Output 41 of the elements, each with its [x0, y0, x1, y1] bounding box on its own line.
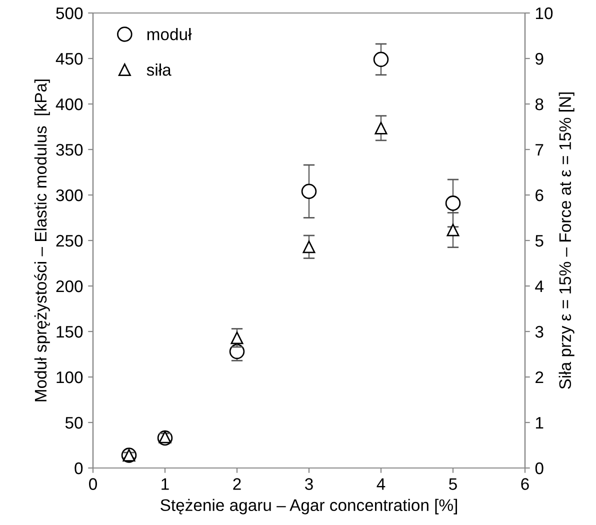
y-axis-title: Moduł sprężystości – Elastic modulus [kPa] [34, 80, 50, 402]
y-tick-label: 100 [56, 371, 83, 384]
x-tick-label: 0 [89, 478, 97, 490]
y-tick-label: 0 [74, 462, 83, 474]
x-tick-label: 2 [233, 478, 241, 490]
y-tick-label: 450 [56, 52, 83, 65]
legend-label: siła [146, 64, 172, 76]
y-tick-label: 150 [56, 326, 83, 338]
x-tick-label: 3 [305, 478, 313, 490]
y2-tick-label: 2 [536, 371, 544, 384]
y2-tick-label: 3 [535, 326, 544, 338]
y-tick-label: 50 [65, 416, 83, 429]
y2-tick-label: 4 [535, 280, 544, 292]
x-tick-label: 4 [376, 478, 386, 490]
x-tick-label: 5 [449, 478, 457, 490]
legend-label: moduł [147, 28, 192, 40]
y2-tick-label: 7 [536, 144, 544, 156]
y-tick-label: 400 [56, 98, 83, 110]
point [374, 122, 388, 134]
x-tick-label: 1 [162, 478, 169, 490]
point [302, 240, 316, 254]
y2-tick-label: 0 [535, 462, 544, 474]
x-axis-title: Stężenie agaru – Agar concentration [%] [160, 498, 457, 514]
y-tick-label: 200 [56, 280, 83, 292]
y2-tick-label: 10 [536, 7, 553, 20]
y-tick-label: 350 [56, 144, 83, 156]
y2-tick-label: 8 [535, 98, 544, 110]
y2-tick-label: 5 [535, 235, 544, 247]
point [230, 332, 244, 344]
y2-axis-title: Siła przy ε = 15% – Force at ε = 15% [N] [558, 92, 574, 389]
point [445, 196, 461, 211]
y2-tick-label: 9 [536, 52, 544, 65]
point [373, 52, 389, 68]
y-tick-label: 250 [56, 234, 83, 247]
y2-tick-label: 1 [536, 417, 544, 429]
point [301, 184, 317, 199]
point [446, 224, 460, 236]
y-tick-label: 500 [56, 7, 83, 20]
y2-tick-label: 6 [536, 189, 544, 202]
x-tick-label: 6 [521, 478, 529, 490]
y-tick-label: 300 [56, 189, 83, 202]
